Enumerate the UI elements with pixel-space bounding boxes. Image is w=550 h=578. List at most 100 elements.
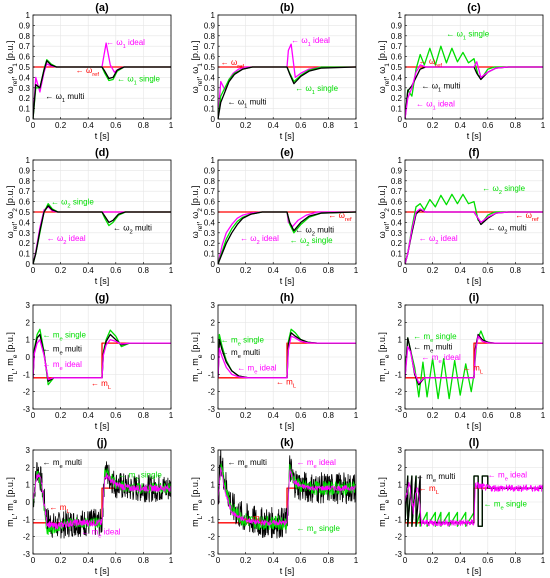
y-tick-label: 0.3	[204, 229, 216, 238]
series-annotation: ← ω1 multi	[45, 92, 84, 104]
y-tick-label: 0	[398, 498, 403, 507]
y-tick-label: 0.4	[204, 73, 216, 82]
panel-k: (k) 0 0.2 0.4 0.6 0.8 1 -3 -2 -1 0 1 2 3 t [s] mL, me […	[190, 437, 359, 576]
plot-area	[405, 45, 543, 119]
y-tick-label: 0.1	[204, 105, 216, 114]
x-tick-label: 1	[541, 556, 546, 565]
x-tick-label: 1	[169, 411, 174, 420]
series-annotation: ← me multi	[228, 458, 267, 470]
y-tick-label: 0.6	[19, 53, 31, 62]
x-tick-label: 0.4	[83, 411, 95, 420]
y-tick-label: -1	[208, 515, 216, 524]
series-annotation: ← me multi	[43, 458, 82, 470]
y-axis-label: mL, me [p.u.]	[190, 477, 204, 527]
series-annotation: ← me multi	[416, 472, 455, 484]
y-axis-label: ωref, ω2 [p.u.]	[190, 186, 204, 239]
x-tick-label: 0	[216, 556, 221, 565]
panel-e: (e)0 0.2 0.4 0.6 0.8 100.10.20.30.40.50.60.70…	[190, 147, 359, 286]
series-annotation: ← ω1 single	[446, 30, 489, 42]
y-tick-label: 0.4	[391, 73, 403, 82]
x-tick-label: 1	[354, 121, 359, 130]
y-tick-label: 0	[26, 115, 31, 124]
y-axis-label: mL, me [p.u.]	[377, 332, 391, 382]
y-tick-label: 2	[26, 463, 31, 472]
panel-title: (i)	[469, 292, 480, 304]
y-tick-label: 0.3	[204, 84, 216, 93]
panel-title: (b)	[280, 2, 294, 14]
series-annotation: ← me ideal	[237, 363, 276, 375]
panel-title: (f)	[469, 147, 480, 159]
series-line	[218, 335, 356, 379]
panel-title: (a)	[95, 2, 109, 14]
series-line	[33, 60, 171, 119]
x-tick-label: 0.6	[482, 556, 494, 565]
y-tick-label: -3	[395, 405, 403, 414]
y-tick-label: 0.1	[204, 250, 216, 259]
series-annotation: ← mL	[91, 379, 112, 391]
x-tick-label: 1	[169, 121, 174, 130]
x-tick-label: 0.4	[455, 121, 467, 130]
y-tick-label: -2	[395, 388, 403, 397]
series-annotation: ← ω2 ideal	[240, 234, 279, 246]
panel-title: (c)	[467, 2, 481, 14]
y-tick-label: 0.1	[19, 250, 31, 259]
series-annotation: ← me single	[221, 336, 265, 348]
series-annotation: ← mL	[50, 503, 71, 515]
y-tick-label: 0.4	[19, 73, 31, 82]
y-tick-label: 0.1	[391, 250, 403, 259]
y-tick-label: 0	[398, 115, 403, 124]
y-tick-label: 0.5	[204, 63, 216, 72]
y-tick-label: 0.8	[391, 32, 403, 41]
x-tick-label: 0.2	[55, 556, 67, 565]
x-tick-label: 0	[31, 556, 36, 565]
panel-i: (i) 0 0.2 0.4 0.6 0.8 1 -3 -2 -1 0 1 2 3 t [s] mL, me […	[377, 292, 546, 431]
panel-a: (a)0 0.2 0.4 0.6 0.8 100.10.20.30.40.50.60.70…	[5, 2, 174, 141]
y-tick-label: 0	[211, 260, 216, 269]
y-tick-label: 0	[398, 260, 403, 269]
panel-title: (l)	[469, 437, 480, 449]
y-tick-label: 1	[398, 156, 403, 165]
y-axis-label: mL, me [p.u.]	[377, 477, 391, 527]
y-tick-label: 0.7	[204, 42, 216, 51]
y-tick-label: 2	[211, 463, 216, 472]
y-axis-label: ωref, ω1 [p.u.]	[5, 41, 19, 94]
y-tick-label: 3	[26, 301, 31, 310]
y-tick-label: 1	[211, 156, 216, 165]
y-tick-label: 2	[398, 463, 403, 472]
y-tick-label: -2	[395, 533, 403, 542]
x-tick-label: 0.6	[482, 266, 494, 275]
plot-area	[218, 211, 356, 264]
y-tick-label: 0.5	[19, 63, 31, 72]
series-annotation: ← ω2 single	[290, 236, 333, 248]
y-tick-label: 0.2	[19, 94, 31, 103]
x-tick-label: 0.6	[110, 556, 122, 565]
x-tick-label: 0.2	[240, 411, 252, 420]
x-axis-label: t [s]	[467, 566, 482, 576]
y-tick-label: -1	[23, 515, 31, 524]
x-tick-label: 0.2	[240, 121, 252, 130]
x-tick-label: 0.2	[55, 411, 67, 420]
x-tick-label: 0	[216, 121, 221, 130]
series-annotation: ← ω1 single	[295, 84, 338, 96]
x-tick-label: 0	[403, 556, 408, 565]
series-line	[405, 61, 543, 119]
plot-area	[405, 330, 543, 400]
series-annotation: ← me ideal	[81, 527, 120, 539]
y-tick-label: 1	[398, 481, 403, 490]
x-tick-label: 0.8	[510, 411, 522, 420]
x-tick-label: 1	[169, 556, 174, 565]
y-axis-label: ωref, ω1 [p.u.]	[190, 41, 204, 94]
y-tick-label: 0.2	[204, 94, 216, 103]
series-annotation: ← mL	[419, 484, 440, 496]
y-tick-label: 0.8	[391, 177, 403, 186]
x-tick-label: 0.4	[268, 266, 280, 275]
series-annotation: ← ωref	[221, 58, 245, 70]
series-annotation: ← ω1 ideal	[106, 38, 145, 50]
y-tick-label: 0.6	[204, 53, 216, 62]
x-tick-label: 0.6	[482, 121, 494, 130]
y-tick-label: -2	[208, 533, 216, 542]
x-tick-label: 0.6	[110, 121, 122, 130]
series-annotation: ← ωref	[515, 211, 539, 223]
series-annotation: ← ω2 single	[482, 184, 525, 196]
